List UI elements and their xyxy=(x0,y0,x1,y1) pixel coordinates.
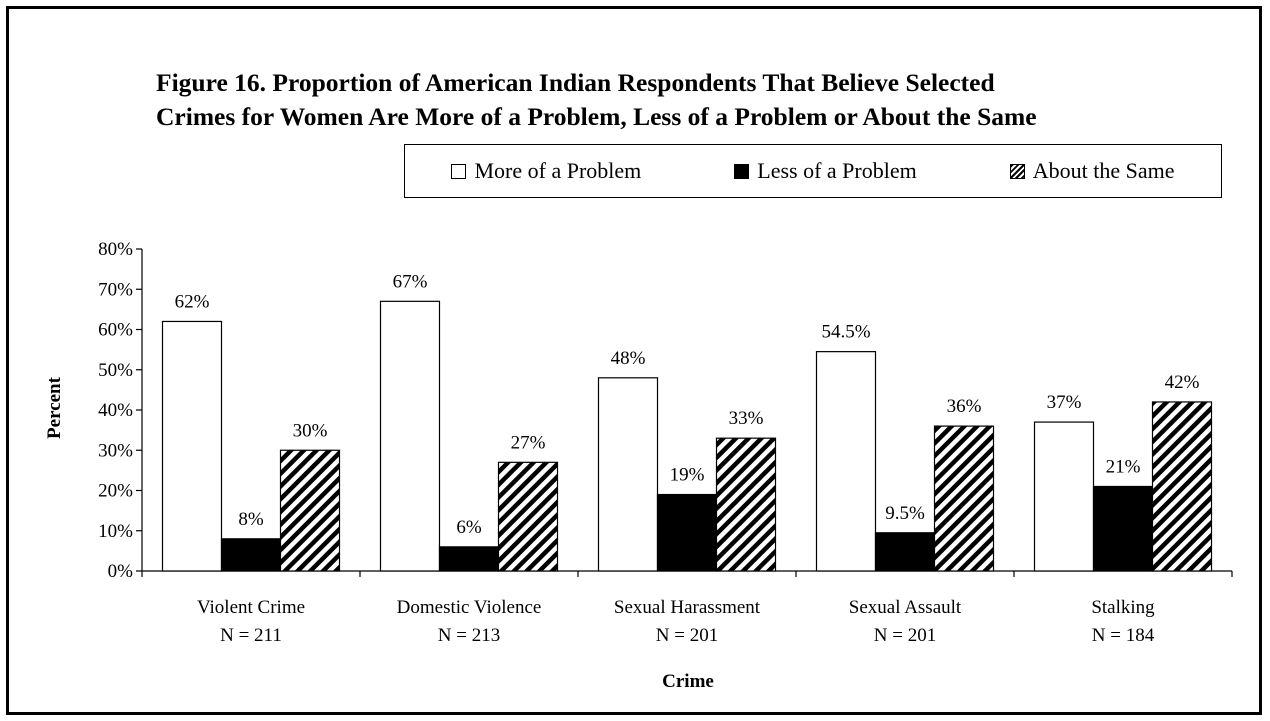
x-tick-sublabel: N = 201 xyxy=(874,625,936,646)
bar xyxy=(379,300,441,572)
data-label: 54.5% xyxy=(821,322,870,343)
data-label: 42% xyxy=(1165,372,1200,393)
y-tick-label: 10% xyxy=(98,521,133,542)
data-label: 30% xyxy=(293,420,328,441)
x-tick-label: Stalking xyxy=(1091,597,1155,618)
x-tick-sublabel: N = 213 xyxy=(438,625,500,646)
y-tick-label: 30% xyxy=(98,440,133,461)
data-label: 9.5% xyxy=(885,503,925,524)
bar xyxy=(1151,401,1213,572)
bar xyxy=(715,437,777,572)
legend-item: Less of a Problem xyxy=(734,158,917,184)
bar xyxy=(1033,421,1095,572)
y-tick-label: 70% xyxy=(98,279,133,300)
bar xyxy=(220,538,282,572)
y-tick-label: 20% xyxy=(98,481,133,502)
bar xyxy=(656,493,718,572)
bar xyxy=(874,532,936,572)
legend-swatch xyxy=(1009,163,1025,179)
legend-swatch xyxy=(451,163,467,179)
x-tick-sublabel: N = 201 xyxy=(656,625,718,646)
legend-label: Less of a Problem xyxy=(757,158,917,183)
data-label: 62% xyxy=(175,291,210,312)
data-label: 6% xyxy=(456,517,482,538)
data-label: 8% xyxy=(238,509,264,530)
bar xyxy=(161,320,223,572)
bar xyxy=(497,461,559,572)
data-label: 27% xyxy=(511,432,546,453)
x-axis-label: Crime xyxy=(662,671,714,692)
x-tick-label: Sexual Assault xyxy=(849,597,962,618)
data-label: 37% xyxy=(1047,392,1082,413)
legend-label: About the Same xyxy=(1032,158,1175,183)
y-tick-label: 60% xyxy=(98,320,133,341)
bar xyxy=(438,546,500,572)
legend-item: About the Same xyxy=(1009,158,1175,184)
bar xyxy=(933,425,995,572)
data-label: 21% xyxy=(1106,456,1141,477)
chart-title: Figure 16. Proportion of American Indian… xyxy=(156,68,995,97)
data-label: 36% xyxy=(947,396,982,417)
bar xyxy=(279,449,341,572)
x-tick-label: Violent Crime xyxy=(197,597,305,618)
legend-label: More of a Problem xyxy=(474,158,642,183)
y-axis-label: Percent xyxy=(44,376,65,439)
y-tick-label: 40% xyxy=(98,400,133,421)
y-tick-label: 80% xyxy=(98,239,133,260)
chart-subtitle: Crimes for Women Are More of a Problem, … xyxy=(156,102,1037,131)
x-tick-sublabel: N = 211 xyxy=(220,625,282,646)
bar xyxy=(815,351,877,572)
x-tick-sublabel: N = 184 xyxy=(1092,625,1155,646)
data-label: 67% xyxy=(393,271,428,292)
data-label: 33% xyxy=(729,408,764,429)
bar xyxy=(1092,485,1154,572)
y-tick-label: 50% xyxy=(98,360,133,381)
x-tick-label: Sexual Harassment xyxy=(614,597,761,618)
bar xyxy=(597,377,659,572)
x-tick-label: Domestic Violence xyxy=(397,597,542,618)
legend: More of a Problem Less of a Problem About … xyxy=(404,144,1222,198)
y-tick-label: 0% xyxy=(108,561,134,582)
legend-swatch xyxy=(734,163,750,179)
data-label: 48% xyxy=(611,348,646,369)
data-label: 19% xyxy=(670,465,705,486)
legend-item: More of a Problem xyxy=(451,158,641,184)
